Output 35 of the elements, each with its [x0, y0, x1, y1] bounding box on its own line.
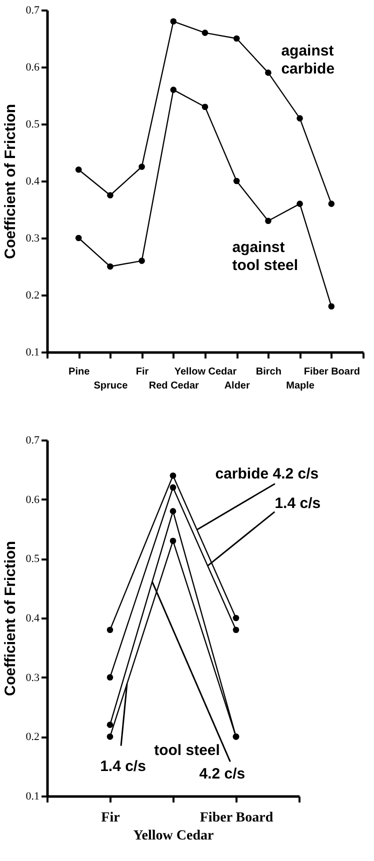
x-tick-label: Pine — [68, 366, 90, 378]
x-tick-label: Spruce — [94, 380, 128, 392]
x-tick-label: Fiber Board — [304, 366, 360, 378]
x-tick-label: Yellow Cedar — [133, 828, 214, 844]
text: 1.4 c/s — [274, 494, 321, 512]
y-tick-label: 0.7 — [26, 434, 40, 446]
y-tick-label: 0.4 — [26, 612, 40, 624]
y-tick-label: 0.7 — [26, 4, 40, 16]
x-tick-label: Fir — [136, 366, 149, 378]
y-axis-title: Coefficient of Friction — [2, 104, 19, 259]
y-tick-label: 0.3 — [26, 672, 40, 684]
series-label: 1.4 c/s — [100, 758, 146, 775]
x-tick-label: Fir — [101, 810, 120, 826]
y-tick-label: 0.5 — [26, 553, 40, 566]
x-tick-label: Maple — [286, 380, 315, 392]
y-tick-label: 0.5 — [26, 118, 40, 130]
x-tick-label: Red Cedar — [148, 380, 200, 392]
y-tick-label: 0.2 — [26, 290, 40, 302]
text: carbide 4.2 c/s — [215, 466, 319, 483]
y-tick-label: 0.4 — [26, 176, 40, 188]
y-tick-label: 0.3 — [26, 232, 40, 244]
x-tick-label: Yellow Cedar — [174, 366, 237, 378]
annotation: tool steel — [154, 742, 220, 759]
y-tick-label: 0.2 — [26, 731, 40, 744]
x-tick-label: Alder — [224, 380, 250, 392]
y-tick-label: 0.1 — [26, 346, 40, 358]
y-axis-title: Coefficient of Friction — [2, 541, 19, 696]
y-tick-label: 0.6 — [26, 62, 40, 74]
series-label: 4.2 c/s — [199, 766, 246, 783]
y-tick-label: 0.1 — [26, 790, 40, 802]
x-tick-label: Fiber Board — [200, 810, 274, 826]
series-label: against carbide — [281, 42, 335, 78]
x-tick-label: Birch — [256, 366, 282, 378]
y-tick-label: 0.6 — [26, 494, 40, 506]
series-label: against tool steel — [232, 238, 298, 274]
